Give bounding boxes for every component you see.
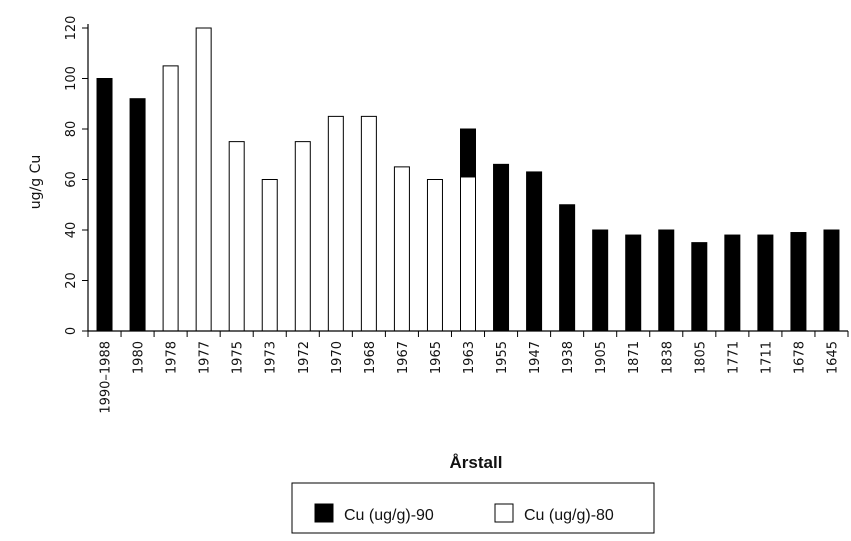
- bar-series-1: [823, 229, 840, 332]
- x-tick-label: 1871: [627, 341, 642, 374]
- x-tick-label: 1678: [792, 341, 807, 374]
- bar-series-2: [294, 141, 311, 332]
- bar-series-2: [426, 179, 443, 332]
- bar-series-2: [162, 65, 179, 332]
- bar-series-1: [625, 234, 642, 332]
- bar-series-1: [691, 242, 708, 332]
- bar-series-1: [96, 78, 113, 332]
- bar-series-2: [360, 115, 377, 332]
- bar-series-1: [592, 229, 609, 332]
- bar-series-1: [790, 232, 807, 332]
- legend-swatch-series-1: [314, 503, 334, 523]
- x-tick-label: 1838: [660, 341, 675, 374]
- x-tick-label: 1963: [462, 341, 477, 374]
- legend-swatch-series-2: [494, 503, 514, 523]
- bar-series-1: [493, 163, 510, 332]
- legend: Cu (ug/g)-90 Cu (ug/g)-80: [291, 482, 655, 534]
- y-tick-label: 60: [64, 171, 79, 188]
- x-tick-label: 1805: [693, 341, 708, 374]
- x-tick-label: 1905: [594, 341, 609, 374]
- x-ticks-group: 1990–1988 1980 1978 1977 1975 1973 1972 1970 196…: [87, 331, 849, 414]
- y-tick-label: 20: [64, 272, 79, 289]
- bar-series-1: [757, 234, 774, 332]
- y-tick-label: 40: [64, 222, 79, 239]
- x-tick-label: 1967: [396, 341, 411, 374]
- x-tick-label: 1973: [264, 341, 279, 374]
- bar-series-2: [195, 27, 212, 332]
- y-ticks-group: 0 20 40 60 80 100 120: [64, 16, 88, 335]
- bars-group: [96, 27, 840, 332]
- x-tick-label: 1947: [528, 341, 543, 374]
- x-tick-label: 1970: [330, 341, 345, 374]
- x-tick-label: 1977: [198, 341, 213, 374]
- x-tick-label: 1975: [231, 341, 246, 374]
- bar-series-1: [559, 204, 576, 332]
- bar-series-2: [327, 115, 344, 332]
- x-tick-label: 1955: [495, 341, 510, 374]
- y-tick-label: 120: [64, 16, 79, 41]
- y-tick-label: 0: [64, 327, 79, 335]
- x-tick-label: 1968: [363, 341, 378, 374]
- x-tick-label: 1938: [561, 341, 576, 374]
- y-axis-title: ug/g Cu: [28, 155, 44, 209]
- y-tick-label: 100: [64, 66, 79, 91]
- bar-series-1: [129, 98, 146, 332]
- x-tick-label: 1980: [132, 341, 147, 374]
- legend-frame: [291, 482, 655, 534]
- x-tick-label: 1771: [726, 341, 741, 374]
- bar-series-1: [526, 171, 543, 332]
- x-tick-label: 1990–1988: [99, 341, 114, 414]
- x-tick-label: 1645: [825, 341, 840, 374]
- y-tick-label: 80: [64, 121, 79, 138]
- bar-series-2: [261, 179, 278, 332]
- bar-series-2: [393, 166, 410, 332]
- bar-series-2: [460, 176, 476, 332]
- legend-label-series-1: Cu (ug/g)-90: [344, 507, 434, 524]
- bar-series-1: [658, 229, 675, 332]
- x-axis-title: Årstall: [450, 453, 503, 472]
- legend-label-series-2: Cu (ug/g)-80: [524, 507, 614, 524]
- bar-series-1: [724, 234, 741, 332]
- x-tick-label: 1711: [759, 341, 774, 374]
- x-tick-label: 1965: [429, 341, 444, 374]
- bar-series-2: [228, 141, 245, 332]
- x-tick-label: 1978: [165, 341, 180, 374]
- axes-group: [87, 24, 848, 332]
- x-tick-label: 1972: [297, 341, 312, 374]
